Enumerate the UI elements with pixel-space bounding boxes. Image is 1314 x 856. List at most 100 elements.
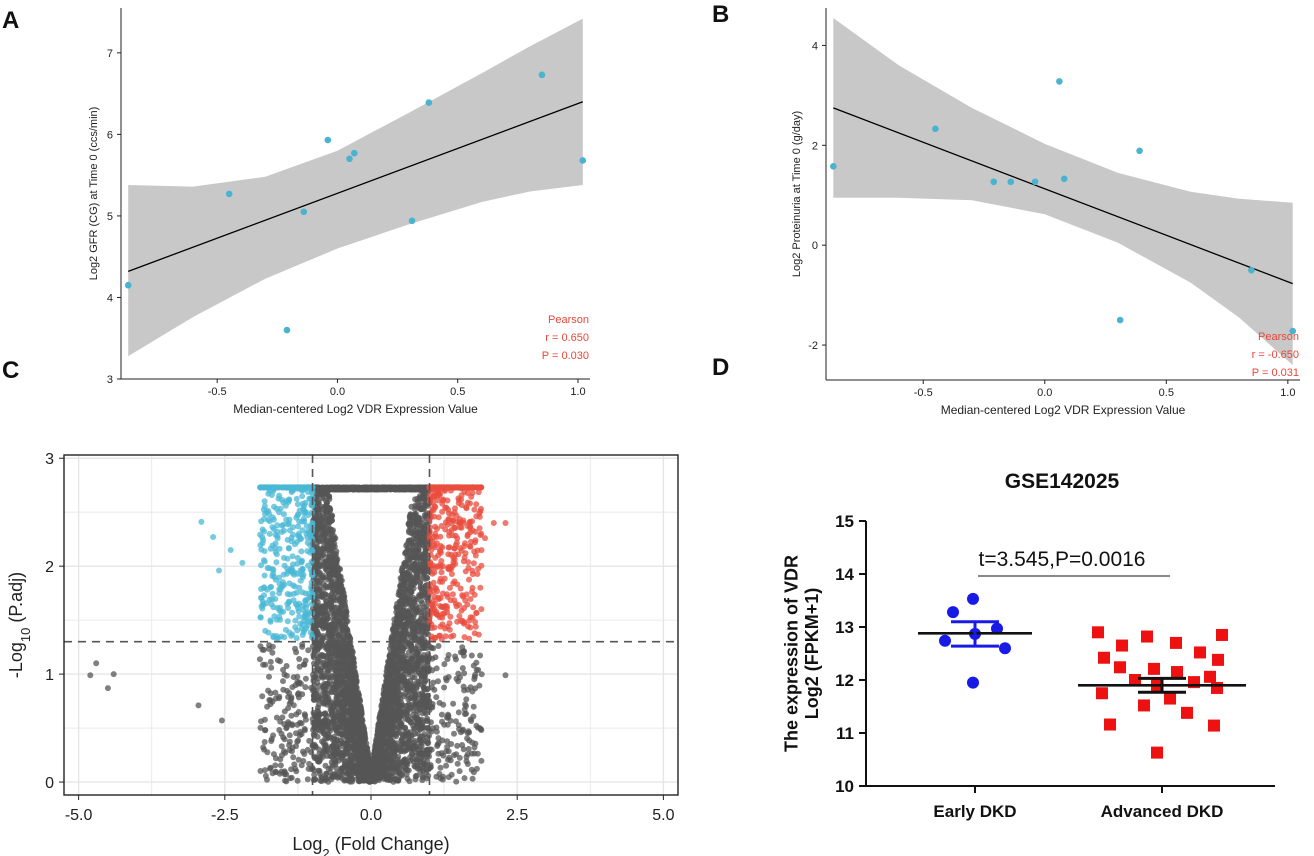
volcano-point: [418, 598, 425, 605]
volcano-point: [351, 688, 358, 695]
volcano-point: [314, 646, 321, 653]
volcano-point: [318, 673, 325, 680]
volcano-point: [405, 683, 412, 690]
volcano-point: [408, 638, 415, 644]
volcano-point: [337, 566, 344, 573]
volcano-point: [421, 568, 428, 575]
volcano-point: [341, 777, 348, 784]
volcano-point: [419, 773, 426, 780]
volcano-point: [391, 648, 398, 654]
volcano-point: [335, 665, 342, 672]
volcano-point: [403, 542, 410, 549]
confidence-band: [833, 17, 1293, 366]
volcano-point: [322, 762, 329, 769]
volcano-point: [408, 647, 415, 653]
volcano-point: [418, 609, 425, 616]
volcano-point: [411, 737, 418, 744]
volcano-point: [341, 615, 348, 621]
volcano-point: [412, 776, 419, 783]
volcano-point: [340, 720, 347, 727]
volcano-point: [405, 767, 412, 774]
volcano-point: [402, 621, 409, 628]
regression-line: [833, 107, 1293, 285]
volcano-point: [338, 714, 345, 721]
regression-line: [127, 101, 584, 272]
volcano-point: [411, 674, 418, 680]
y-axis-label: Log2 Proteinuria at Time 0 (g/day): [791, 111, 803, 277]
panel-label-a: A: [2, 7, 19, 34]
data-point: [579, 157, 587, 164]
volcano-point: [405, 573, 412, 580]
volcano-point: [309, 643, 316, 650]
volcano-point: [420, 680, 427, 687]
panel-label-b: B: [712, 1, 729, 28]
y-tick-label: 4: [107, 292, 113, 304]
volcano-point: [331, 750, 338, 757]
data-point: [932, 125, 939, 133]
volcano-point: [318, 549, 325, 556]
data-point: [1289, 327, 1297, 335]
volcano-point: [373, 735, 380, 742]
data-point: [990, 178, 998, 186]
x-tick-label: 0.5: [1159, 387, 1174, 399]
volcano-point: [356, 696, 363, 703]
volcano-point: [408, 668, 415, 675]
volcano-point: [402, 663, 409, 670]
volcano-point: [395, 645, 402, 652]
volcano-point: [318, 642, 325, 649]
data-point: [283, 326, 291, 334]
data-point: [1248, 266, 1255, 274]
volcano-point: [341, 598, 348, 605]
volcano-point: [311, 771, 318, 778]
volcano-point: [332, 560, 339, 567]
volcano-point: [409, 751, 416, 758]
volcano-point: [349, 731, 356, 738]
volcano-point: [417, 751, 424, 758]
volcano-point: [414, 495, 421, 502]
volcano-point: [410, 599, 417, 606]
volcano-point: [351, 664, 358, 671]
volcano-point: [401, 582, 408, 589]
volcano-point: [322, 693, 329, 700]
y-tick-label: 6: [107, 129, 113, 141]
volcano-point: [354, 724, 361, 730]
volcano-point: [408, 661, 415, 668]
volcano-point: [324, 752, 331, 759]
volcano-point: [402, 653, 409, 659]
volcano-point: [389, 633, 396, 639]
volcano-point: [331, 617, 338, 624]
volcano-point: [332, 757, 339, 764]
volcano-point: [406, 738, 413, 744]
y-axis-label: Log2 GFR (CG) at Time 0 (ccs/min): [88, 107, 100, 281]
volcano-point: [422, 576, 429, 582]
volcano-point: [419, 645, 425, 652]
volcano-point: [421, 604, 428, 611]
y-tick-label: 3: [107, 374, 113, 386]
volcano-point: [326, 659, 333, 666]
volcano-point: [417, 725, 424, 732]
volcano-point: [383, 774, 390, 781]
data-point: [350, 149, 358, 157]
data-point: [1007, 178, 1015, 186]
x-tick-label: 0.0: [330, 386, 345, 398]
volcano-point: [338, 670, 345, 676]
volcano-point: [411, 725, 418, 732]
volcano-point: [330, 612, 337, 619]
volcano-point: [328, 703, 335, 710]
volcano-point: [311, 741, 318, 748]
volcano-point: [398, 771, 405, 778]
data-point: [346, 155, 353, 163]
data-point: [538, 71, 546, 79]
y-tick-label: 5: [107, 211, 113, 223]
volcano-point: [320, 572, 327, 579]
volcano-point: [324, 646, 331, 653]
volcano-point: [324, 561, 331, 568]
volcano-point: [404, 589, 410, 596]
volcano-point: [314, 664, 321, 671]
volcano-point: [405, 560, 412, 567]
stat-annotation: Pearson: [1258, 331, 1299, 343]
y-tick-label: 2: [812, 140, 818, 152]
stat-annotation: r = 0.650: [545, 332, 589, 344]
volcano-point: [384, 664, 391, 671]
volcano-point: [339, 739, 346, 746]
